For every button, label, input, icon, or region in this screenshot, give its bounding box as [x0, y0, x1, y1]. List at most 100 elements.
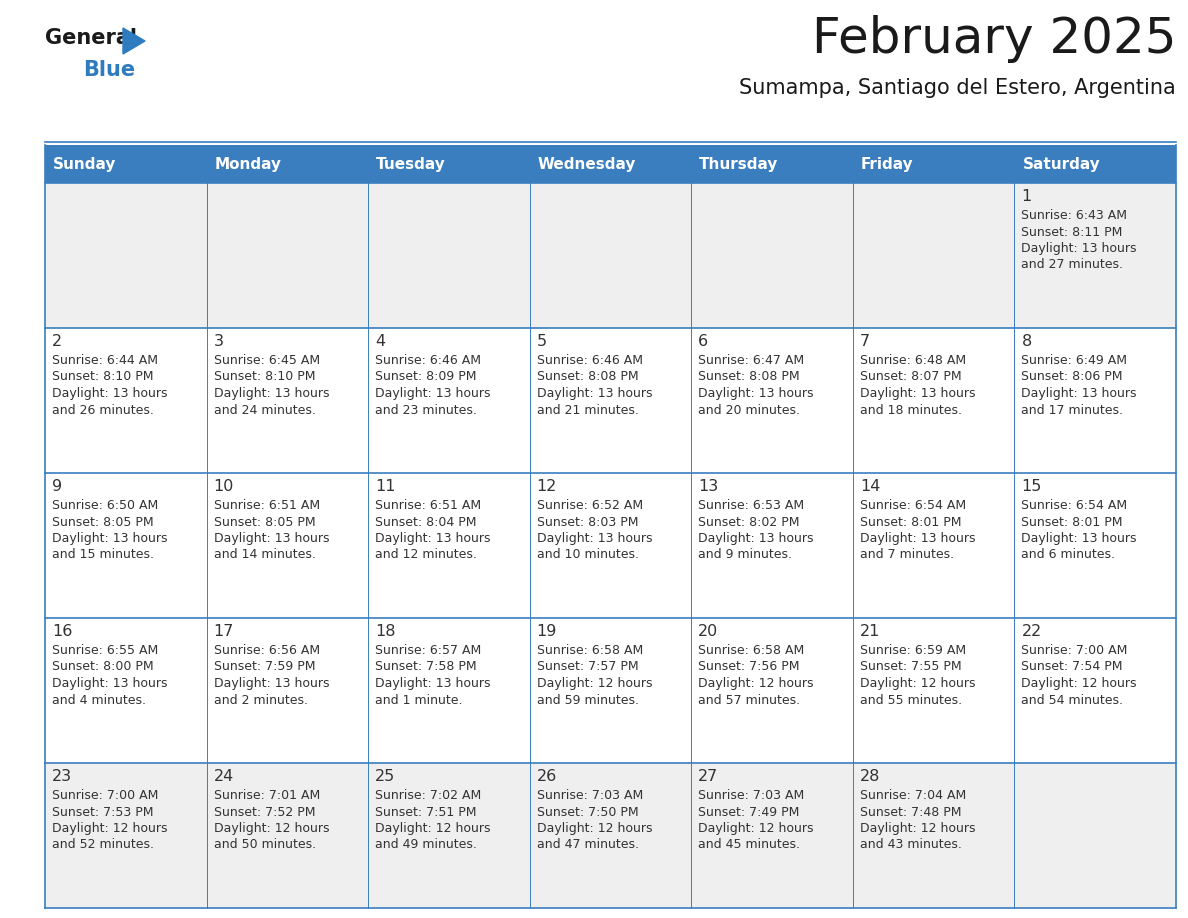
Text: Sunrise: 6:58 AM: Sunrise: 6:58 AM: [699, 644, 804, 657]
Text: Sunset: 8:01 PM: Sunset: 8:01 PM: [860, 516, 961, 529]
Text: Daylight: 13 hours: Daylight: 13 hours: [375, 387, 491, 400]
Text: Monday: Monday: [215, 156, 282, 172]
Text: Daylight: 13 hours: Daylight: 13 hours: [52, 532, 168, 545]
Bar: [207, 145, 368, 183]
Text: Sunrise: 6:44 AM: Sunrise: 6:44 AM: [52, 354, 158, 367]
Text: Daylight: 12 hours: Daylight: 12 hours: [375, 822, 491, 835]
Text: 26: 26: [537, 769, 557, 784]
Text: 7: 7: [860, 334, 870, 349]
Text: Sunset: 7:48 PM: Sunset: 7:48 PM: [860, 805, 961, 819]
Text: Sunrise: 6:59 AM: Sunrise: 6:59 AM: [860, 644, 966, 657]
Text: Sunrise: 6:52 AM: Sunrise: 6:52 AM: [537, 499, 643, 512]
Text: 25: 25: [375, 769, 396, 784]
Text: 24: 24: [214, 769, 234, 784]
Text: Sunrise: 6:48 AM: Sunrise: 6:48 AM: [860, 354, 966, 367]
Text: 13: 13: [699, 479, 719, 494]
Text: Sunset: 7:59 PM: Sunset: 7:59 PM: [214, 660, 315, 674]
Text: Blue: Blue: [83, 60, 135, 80]
Text: Daylight: 13 hours: Daylight: 13 hours: [537, 532, 652, 545]
Bar: [45, 328, 1176, 473]
Text: and 43 minutes.: and 43 minutes.: [860, 838, 962, 852]
Text: 22: 22: [1022, 624, 1042, 639]
Text: Sunset: 8:05 PM: Sunset: 8:05 PM: [214, 516, 315, 529]
Bar: [853, 145, 1015, 183]
Bar: [45, 618, 1176, 763]
Text: Friday: Friday: [861, 156, 914, 172]
Text: Sunset: 7:49 PM: Sunset: 7:49 PM: [699, 805, 800, 819]
Text: 20: 20: [699, 624, 719, 639]
Text: and 14 minutes.: and 14 minutes.: [214, 548, 316, 562]
Text: Sunset: 8:11 PM: Sunset: 8:11 PM: [1022, 226, 1123, 239]
Text: Sunset: 7:50 PM: Sunset: 7:50 PM: [537, 805, 638, 819]
Text: Sunset: 7:57 PM: Sunset: 7:57 PM: [537, 660, 638, 674]
Text: and 21 minutes.: and 21 minutes.: [537, 404, 639, 417]
Text: Sunrise: 6:51 AM: Sunrise: 6:51 AM: [375, 499, 481, 512]
Text: Sunrise: 7:03 AM: Sunrise: 7:03 AM: [699, 789, 804, 802]
Text: Sunrise: 6:47 AM: Sunrise: 6:47 AM: [699, 354, 804, 367]
Bar: [530, 145, 691, 183]
Text: Daylight: 13 hours: Daylight: 13 hours: [214, 387, 329, 400]
Bar: [45, 763, 1176, 908]
Text: Sunset: 8:09 PM: Sunset: 8:09 PM: [375, 371, 476, 384]
Text: February 2025: February 2025: [811, 15, 1176, 63]
Text: and 1 minute.: and 1 minute.: [375, 693, 462, 707]
Text: and 18 minutes.: and 18 minutes.: [860, 404, 962, 417]
Text: and 6 minutes.: and 6 minutes.: [1022, 548, 1116, 562]
Text: and 55 minutes.: and 55 minutes.: [860, 693, 962, 707]
Text: Daylight: 12 hours: Daylight: 12 hours: [52, 822, 168, 835]
Text: Daylight: 13 hours: Daylight: 13 hours: [699, 532, 814, 545]
Text: 19: 19: [537, 624, 557, 639]
Text: 6: 6: [699, 334, 708, 349]
Text: 10: 10: [214, 479, 234, 494]
Text: Sunset: 7:53 PM: Sunset: 7:53 PM: [52, 805, 153, 819]
Text: Sunset: 8:01 PM: Sunset: 8:01 PM: [1022, 516, 1123, 529]
Text: 1: 1: [1022, 189, 1031, 204]
Text: Sunrise: 6:49 AM: Sunrise: 6:49 AM: [1022, 354, 1127, 367]
Text: Daylight: 12 hours: Daylight: 12 hours: [1022, 677, 1137, 690]
Text: Daylight: 13 hours: Daylight: 13 hours: [860, 532, 975, 545]
Text: 28: 28: [860, 769, 880, 784]
Text: Daylight: 12 hours: Daylight: 12 hours: [537, 677, 652, 690]
Text: Daylight: 12 hours: Daylight: 12 hours: [537, 822, 652, 835]
Text: 16: 16: [52, 624, 72, 639]
Text: Sunday: Sunday: [53, 156, 116, 172]
Text: Daylight: 13 hours: Daylight: 13 hours: [52, 677, 168, 690]
Text: Sunrise: 7:02 AM: Sunrise: 7:02 AM: [375, 789, 481, 802]
Text: and 17 minutes.: and 17 minutes.: [1022, 404, 1124, 417]
Text: Daylight: 12 hours: Daylight: 12 hours: [860, 822, 975, 835]
Text: and 45 minutes.: and 45 minutes.: [699, 838, 801, 852]
Text: Sunset: 8:08 PM: Sunset: 8:08 PM: [699, 371, 800, 384]
Text: Daylight: 13 hours: Daylight: 13 hours: [860, 387, 975, 400]
Text: Daylight: 12 hours: Daylight: 12 hours: [860, 677, 975, 690]
Text: and 23 minutes.: and 23 minutes.: [375, 404, 478, 417]
Text: Daylight: 13 hours: Daylight: 13 hours: [1022, 387, 1137, 400]
Text: Sunset: 8:05 PM: Sunset: 8:05 PM: [52, 516, 153, 529]
Text: Sunrise: 6:43 AM: Sunrise: 6:43 AM: [1022, 209, 1127, 222]
Text: Sunset: 8:02 PM: Sunset: 8:02 PM: [699, 516, 800, 529]
Text: Daylight: 13 hours: Daylight: 13 hours: [537, 387, 652, 400]
Text: and 54 minutes.: and 54 minutes.: [1022, 693, 1124, 707]
Text: General: General: [45, 28, 137, 48]
Text: Sunrise: 6:56 AM: Sunrise: 6:56 AM: [214, 644, 320, 657]
Text: and 57 minutes.: and 57 minutes.: [699, 693, 801, 707]
Text: and 2 minutes.: and 2 minutes.: [214, 693, 308, 707]
Text: 18: 18: [375, 624, 396, 639]
Text: Sunset: 7:54 PM: Sunset: 7:54 PM: [1022, 660, 1123, 674]
Text: Sunrise: 7:04 AM: Sunrise: 7:04 AM: [860, 789, 966, 802]
Text: 2: 2: [52, 334, 62, 349]
Bar: [1015, 145, 1176, 183]
Text: and 50 minutes.: and 50 minutes.: [214, 838, 316, 852]
Text: Sunset: 8:10 PM: Sunset: 8:10 PM: [52, 371, 153, 384]
Polygon shape: [124, 28, 145, 54]
Text: Sunrise: 6:58 AM: Sunrise: 6:58 AM: [537, 644, 643, 657]
Text: Sunrise: 6:46 AM: Sunrise: 6:46 AM: [375, 354, 481, 367]
Text: Sunrise: 6:54 AM: Sunrise: 6:54 AM: [860, 499, 966, 512]
Text: and 20 minutes.: and 20 minutes.: [699, 404, 801, 417]
Text: 9: 9: [52, 479, 62, 494]
Text: 27: 27: [699, 769, 719, 784]
Text: and 49 minutes.: and 49 minutes.: [375, 838, 478, 852]
Text: Thursday: Thursday: [700, 156, 778, 172]
Text: Daylight: 12 hours: Daylight: 12 hours: [699, 677, 814, 690]
Text: 14: 14: [860, 479, 880, 494]
Text: Sunrise: 6:46 AM: Sunrise: 6:46 AM: [537, 354, 643, 367]
